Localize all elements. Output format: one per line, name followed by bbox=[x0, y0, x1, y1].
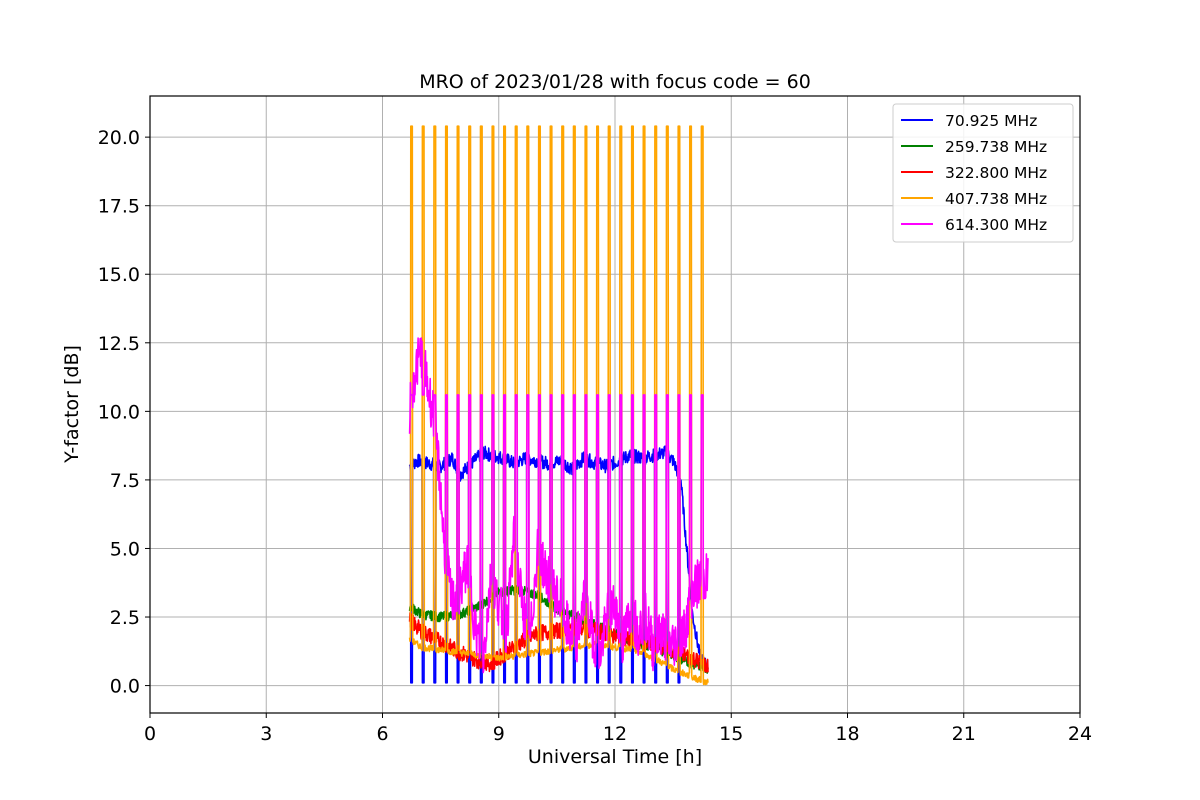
y-tick-label: 7.5 bbox=[110, 470, 140, 492]
x-tick-label: 6 bbox=[376, 723, 388, 745]
x-axis: 0 3 6 9 12 15 18 21 24 bbox=[144, 713, 1092, 745]
y-tick-label: 5.0 bbox=[110, 538, 140, 560]
plot-area bbox=[408, 125, 709, 686]
y-tick-label: 2.5 bbox=[110, 607, 140, 629]
y-tick-label: 15.0 bbox=[98, 264, 140, 286]
legend-box bbox=[892, 103, 1074, 243]
x-tick-label: 9 bbox=[493, 723, 505, 745]
legend-label: 614.300 MHz bbox=[945, 216, 1047, 234]
y-tick-label: 0.0 bbox=[110, 676, 140, 698]
x-tick-label: 21 bbox=[952, 723, 976, 745]
y-tick-label: 20.0 bbox=[98, 127, 140, 149]
y-axis-title: Y-factor [dB] bbox=[61, 345, 83, 464]
x-tick-label: 0 bbox=[144, 723, 156, 745]
y-tick-label: 12.5 bbox=[98, 333, 140, 355]
y-tick-label: 10.0 bbox=[98, 401, 140, 423]
x-tick-label: 3 bbox=[260, 723, 272, 745]
legend-label: 322.800 MHz bbox=[945, 164, 1047, 182]
y-tick-label: 17.5 bbox=[98, 196, 140, 218]
series-layer bbox=[408, 125, 709, 686]
x-axis-title: Universal Time [h] bbox=[528, 746, 702, 768]
x-tick-label: 12 bbox=[603, 723, 627, 745]
legend: 70.925 MHz 259.738 MHz 322.800 MHz 407.738 … bbox=[892, 103, 1074, 243]
series-line-614-300-mhz bbox=[408, 337, 709, 674]
legend-label: 70.925 MHz bbox=[945, 112, 1037, 130]
legend-label: 407.738 MHz bbox=[945, 190, 1047, 208]
legend-label: 259.738 MHz bbox=[945, 138, 1047, 156]
series-line-407-738-mhz bbox=[408, 125, 709, 686]
x-tick-label: 15 bbox=[719, 723, 743, 745]
x-tick-label: 18 bbox=[835, 723, 859, 745]
y-axis: 0.0 2.5 5.0 7.5 10.0 12.5 15.0 17.5 20.0 bbox=[98, 127, 150, 698]
chart-title: MRO of 2023/01/28 with focus code = 60 bbox=[419, 71, 811, 93]
x-tick-label: 24 bbox=[1068, 723, 1092, 745]
